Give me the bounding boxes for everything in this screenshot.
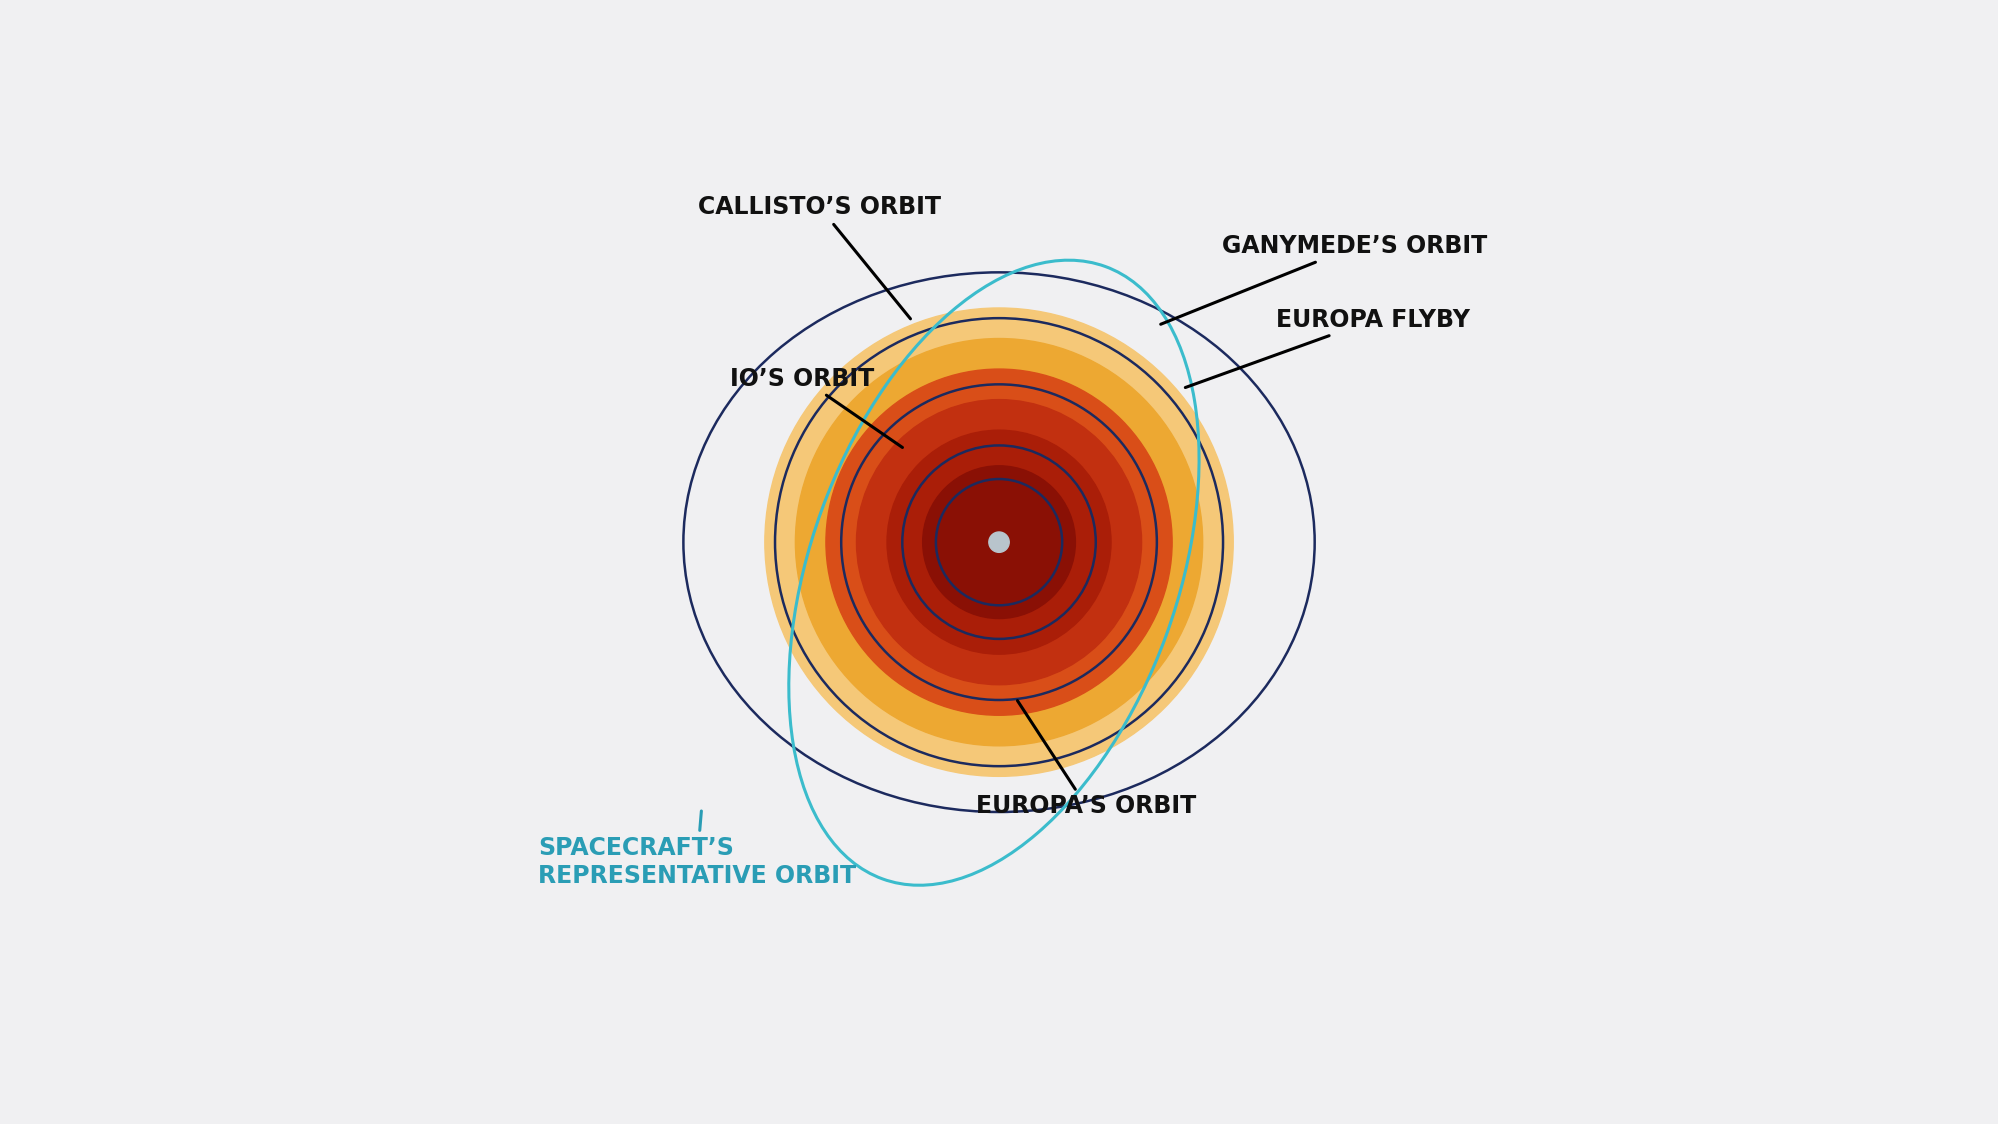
Ellipse shape [795, 338, 1203, 746]
Text: EUROPA FLYBY: EUROPA FLYBY [1185, 308, 1469, 388]
Text: EUROPA’S ORBIT: EUROPA’S ORBIT [975, 700, 1197, 818]
Text: GANYMEDE’S ORBIT: GANYMEDE’S ORBIT [1161, 235, 1487, 324]
Ellipse shape [765, 308, 1233, 777]
Text: IO’S ORBIT: IO’S ORBIT [729, 366, 901, 447]
Ellipse shape [887, 430, 1111, 654]
Ellipse shape [855, 400, 1141, 685]
Text: SPACECRAFT’S
REPRESENTATIVE ORBIT: SPACECRAFT’S REPRESENTATIVE ORBIT [537, 812, 855, 888]
Ellipse shape [923, 465, 1075, 618]
Text: CALLISTO’S ORBIT: CALLISTO’S ORBIT [697, 196, 941, 319]
Ellipse shape [825, 369, 1171, 715]
Circle shape [989, 532, 1009, 552]
